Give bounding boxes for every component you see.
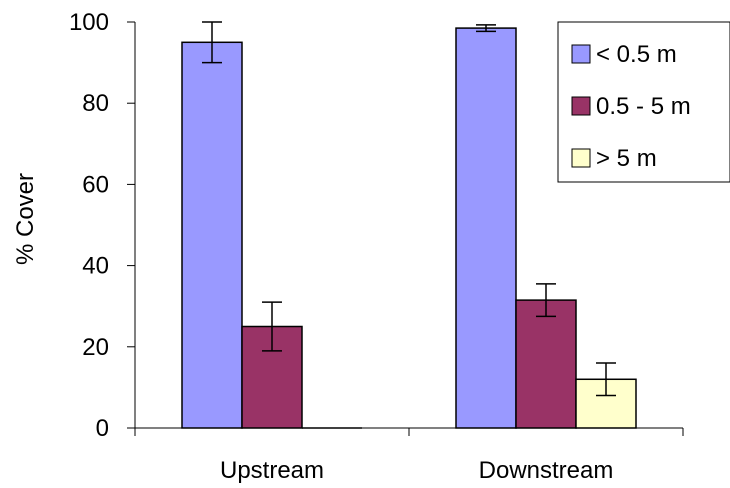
legend: < 0.5 m 0.5 - 5 m > 5 m bbox=[557, 21, 730, 183]
x-tick-label: Downstream bbox=[479, 457, 614, 484]
y-tick-label: 80 bbox=[82, 90, 109, 117]
legend-item: 0.5 - 5 m bbox=[571, 93, 691, 120]
y-tick-label: 20 bbox=[82, 334, 109, 361]
legend-swatch bbox=[571, 44, 591, 64]
legend-label: 0.5 - 5 m bbox=[596, 93, 691, 120]
bars bbox=[181, 27, 637, 429]
error-bar bbox=[536, 283, 556, 318]
error-bar bbox=[202, 21, 222, 64]
y-tick-label: 0 bbox=[96, 415, 109, 442]
legend-item: > 5 m bbox=[571, 145, 657, 172]
bar bbox=[515, 299, 577, 429]
y-tick-labels: 0 20 40 60 80 100 bbox=[69, 9, 109, 442]
legend-label: > 5 m bbox=[596, 145, 657, 172]
legend-item: < 0.5 m bbox=[571, 41, 677, 68]
error-bar bbox=[262, 301, 282, 352]
error-bar bbox=[596, 362, 616, 397]
error-bars bbox=[202, 21, 616, 397]
bar bbox=[181, 41, 243, 429]
y-tick-label: 100 bbox=[69, 9, 109, 36]
y-tick-label: 40 bbox=[82, 253, 109, 280]
legend-swatch bbox=[571, 96, 591, 116]
y-tick-label: 60 bbox=[82, 171, 109, 198]
x-tick-label: Upstream bbox=[220, 457, 324, 484]
y-axis-title: % Cover bbox=[12, 173, 39, 265]
legend-swatch bbox=[571, 148, 591, 168]
x-tick-labels: Upstream Downstream bbox=[220, 457, 613, 484]
error-bar bbox=[476, 24, 496, 33]
legend-label: < 0.5 m bbox=[596, 41, 677, 68]
bar bbox=[455, 27, 517, 429]
